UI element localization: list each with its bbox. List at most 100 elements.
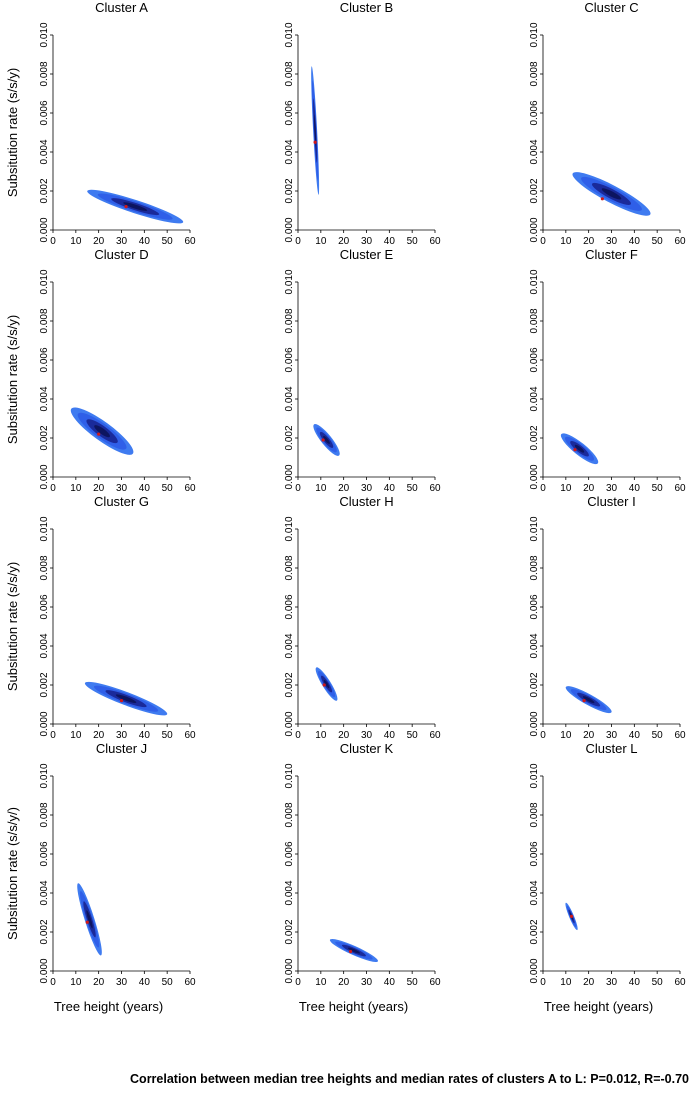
y-tick-label: 0.000 xyxy=(284,958,295,983)
y-tick-label: 0.006 xyxy=(39,594,50,619)
y-tick-label: 0.010 xyxy=(529,22,540,47)
x-tick-label: 30 xyxy=(116,730,128,741)
panel-cluster-i: Cluster I 0 10 20 30 40 50 60 0.000 0.002 0.004 0.0… xyxy=(529,494,686,741)
x-tick-label: 0 xyxy=(50,730,56,741)
y-tick-label: 0.002 xyxy=(284,425,295,450)
y-tick-label: 0.010 xyxy=(39,763,50,788)
y-tick-label: 0.006 xyxy=(529,841,540,866)
x-tick-label: 50 xyxy=(162,977,174,988)
y-tick-label: 0.000 xyxy=(529,217,540,242)
x-tick-label: 40 xyxy=(629,236,641,247)
density-core-band xyxy=(123,202,148,211)
y-tick-label: 0.008 xyxy=(529,61,540,86)
x-tick-label: 20 xyxy=(93,730,105,741)
y-tick-label: 0.008 xyxy=(39,802,50,827)
y-tick-label: 0.004 xyxy=(39,633,50,658)
panel-title: Cluster J xyxy=(96,741,147,756)
x-tick-label: 50 xyxy=(407,483,419,494)
x-tick-label: 20 xyxy=(93,977,105,988)
y-tick-label: 0.000 xyxy=(39,217,50,242)
x-tick-label: 40 xyxy=(384,483,396,494)
x-tick-label: 60 xyxy=(184,236,196,247)
panel-title: Cluster L xyxy=(585,741,637,756)
median-point xyxy=(322,683,326,687)
panel-title: Cluster A xyxy=(95,0,148,15)
y-tick-label: 0.000 xyxy=(529,464,540,489)
x-tick-label: 30 xyxy=(361,236,373,247)
y-tick-label: 0.010 xyxy=(284,763,295,788)
x-tick-label: 20 xyxy=(583,236,595,247)
x-tick-label: 40 xyxy=(139,483,151,494)
density-core-band xyxy=(314,114,317,147)
x-tick-label: 50 xyxy=(652,236,664,247)
x-tick-label: 50 xyxy=(407,977,419,988)
x-tick-label: 50 xyxy=(652,730,664,741)
y-tick-label: 0.002 xyxy=(39,178,50,203)
x-tick-label: 30 xyxy=(606,483,618,494)
y-tick-label: 0.008 xyxy=(284,802,295,827)
x-tick-label: 30 xyxy=(116,483,128,494)
x-tick-label: 40 xyxy=(629,483,641,494)
panel-title: Cluster E xyxy=(340,247,394,262)
x-tick-label: 40 xyxy=(384,236,396,247)
x-tick-label: 40 xyxy=(629,730,641,741)
x-tick-label: 10 xyxy=(70,730,82,741)
y-tick-label: 0.010 xyxy=(529,269,540,294)
panel-title: Cluster B xyxy=(340,0,393,15)
y-tick-label: 0.010 xyxy=(284,22,295,47)
x-tick-label: 0 xyxy=(50,977,56,988)
y-tick-label: 0.008 xyxy=(39,61,50,86)
y-tick-label: 0.010 xyxy=(284,269,295,294)
y-tick-label: 0.002 xyxy=(39,425,50,450)
x-tick-label: 50 xyxy=(652,977,664,988)
panel-cluster-l: Cluster L 0 10 20 30 40 50 60 0.000 0.002 0.004 0.0… xyxy=(529,741,686,1014)
x-tick-label: 20 xyxy=(338,977,350,988)
y-tick-label: 0.008 xyxy=(39,308,50,333)
panel-title: Cluster I xyxy=(587,494,635,509)
y-tick-label: 0.004 xyxy=(284,880,295,905)
y-tick-label: 0.006 xyxy=(529,347,540,372)
x-tick-label: 40 xyxy=(384,977,396,988)
y-tick-label: 0.000 xyxy=(284,217,295,242)
x-tick-label: 10 xyxy=(315,236,327,247)
median-point xyxy=(321,438,325,442)
x-tick-label: 60 xyxy=(184,730,196,741)
density-core-band xyxy=(94,425,110,438)
panel-cluster-f: Cluster F 0 10 20 30 40 50 60 0.000 0.002 0.004 0.0… xyxy=(529,247,686,494)
y-tick-label: 0.004 xyxy=(529,880,540,905)
y-tick-label: 0.006 xyxy=(284,100,295,125)
x-tick-label: 50 xyxy=(162,236,174,247)
y-tick-label: 0.002 xyxy=(529,672,540,697)
y-tick-label: 0.006 xyxy=(284,841,295,866)
y-tick-label: 0.006 xyxy=(284,347,295,372)
y-axis-label: Subsitution rate (s/s/y) xyxy=(5,562,20,691)
x-tick-label: 20 xyxy=(338,483,350,494)
y-tick-label: 0.000 xyxy=(284,711,295,736)
median-point xyxy=(569,914,574,919)
x-tick-label: 30 xyxy=(606,730,618,741)
median-point xyxy=(97,432,101,436)
x-tick-label: 10 xyxy=(560,483,572,494)
y-tick-label: 0.002 xyxy=(284,178,295,203)
x-tick-label: 0 xyxy=(540,977,546,988)
x-tick-label: 0 xyxy=(540,236,546,247)
y-tick-label: 0.004 xyxy=(529,386,540,411)
median-point xyxy=(119,699,124,703)
y-tick-label: 0.000 xyxy=(39,464,50,489)
x-tick-label: 40 xyxy=(629,977,641,988)
y-axis-label: Subsitution rate (s/s/y) xyxy=(5,315,20,444)
x-tick-label: 10 xyxy=(315,730,327,741)
y-tick-label: 0.006 xyxy=(284,594,295,619)
y-tick-label: 0.006 xyxy=(39,347,50,372)
y-tick-label: 0.008 xyxy=(39,555,50,580)
panel-title: Cluster C xyxy=(584,0,638,15)
panel-title: Cluster D xyxy=(94,247,148,262)
density-core-band xyxy=(347,947,360,954)
x-tick-label: 20 xyxy=(583,730,595,741)
x-tick-label: 10 xyxy=(560,236,572,247)
x-tick-label: 50 xyxy=(407,236,419,247)
y-tick-label: 0.002 xyxy=(284,919,295,944)
panel-cluster-c: Cluster C 0 10 20 30 40 50 60 0.000 0.002 0.004 0.0… xyxy=(529,0,686,247)
y-tick-label: 0.002 xyxy=(284,672,295,697)
x-tick-label: 30 xyxy=(361,730,373,741)
